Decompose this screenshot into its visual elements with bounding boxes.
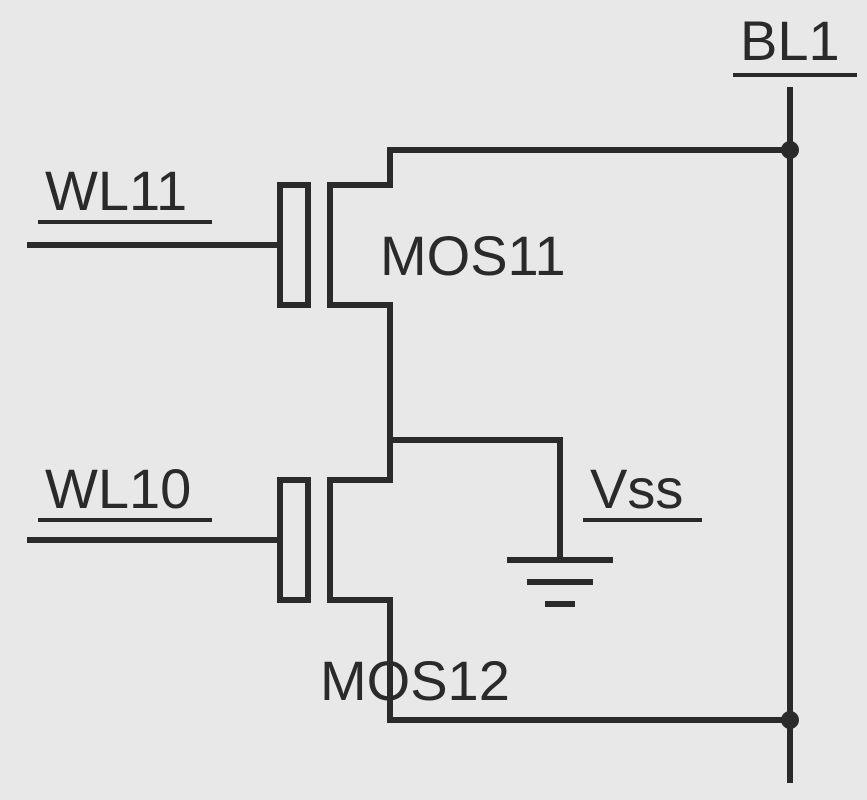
mos12-source-wire <box>330 440 390 480</box>
node-bl-bot <box>781 711 799 729</box>
mos11-drain-wire <box>330 150 790 185</box>
vss-label: Vss <box>590 457 683 520</box>
mos11-source-wire <box>330 305 390 390</box>
mos12-label: MOS12 <box>320 649 510 712</box>
node-bl-top <box>781 141 799 159</box>
bl1-label: BL1 <box>740 9 840 72</box>
circuit-diagram: BL1 WL11 WL10 MOS11 MOS12 Vss <box>0 0 867 800</box>
wl11-label: WL11 <box>45 159 187 222</box>
mos11-gate <box>280 185 308 305</box>
vss-branch <box>390 440 560 560</box>
mos12-gate <box>280 480 308 600</box>
wl10-label: WL10 <box>45 457 191 520</box>
mos11-label: MOS11 <box>380 224 566 287</box>
